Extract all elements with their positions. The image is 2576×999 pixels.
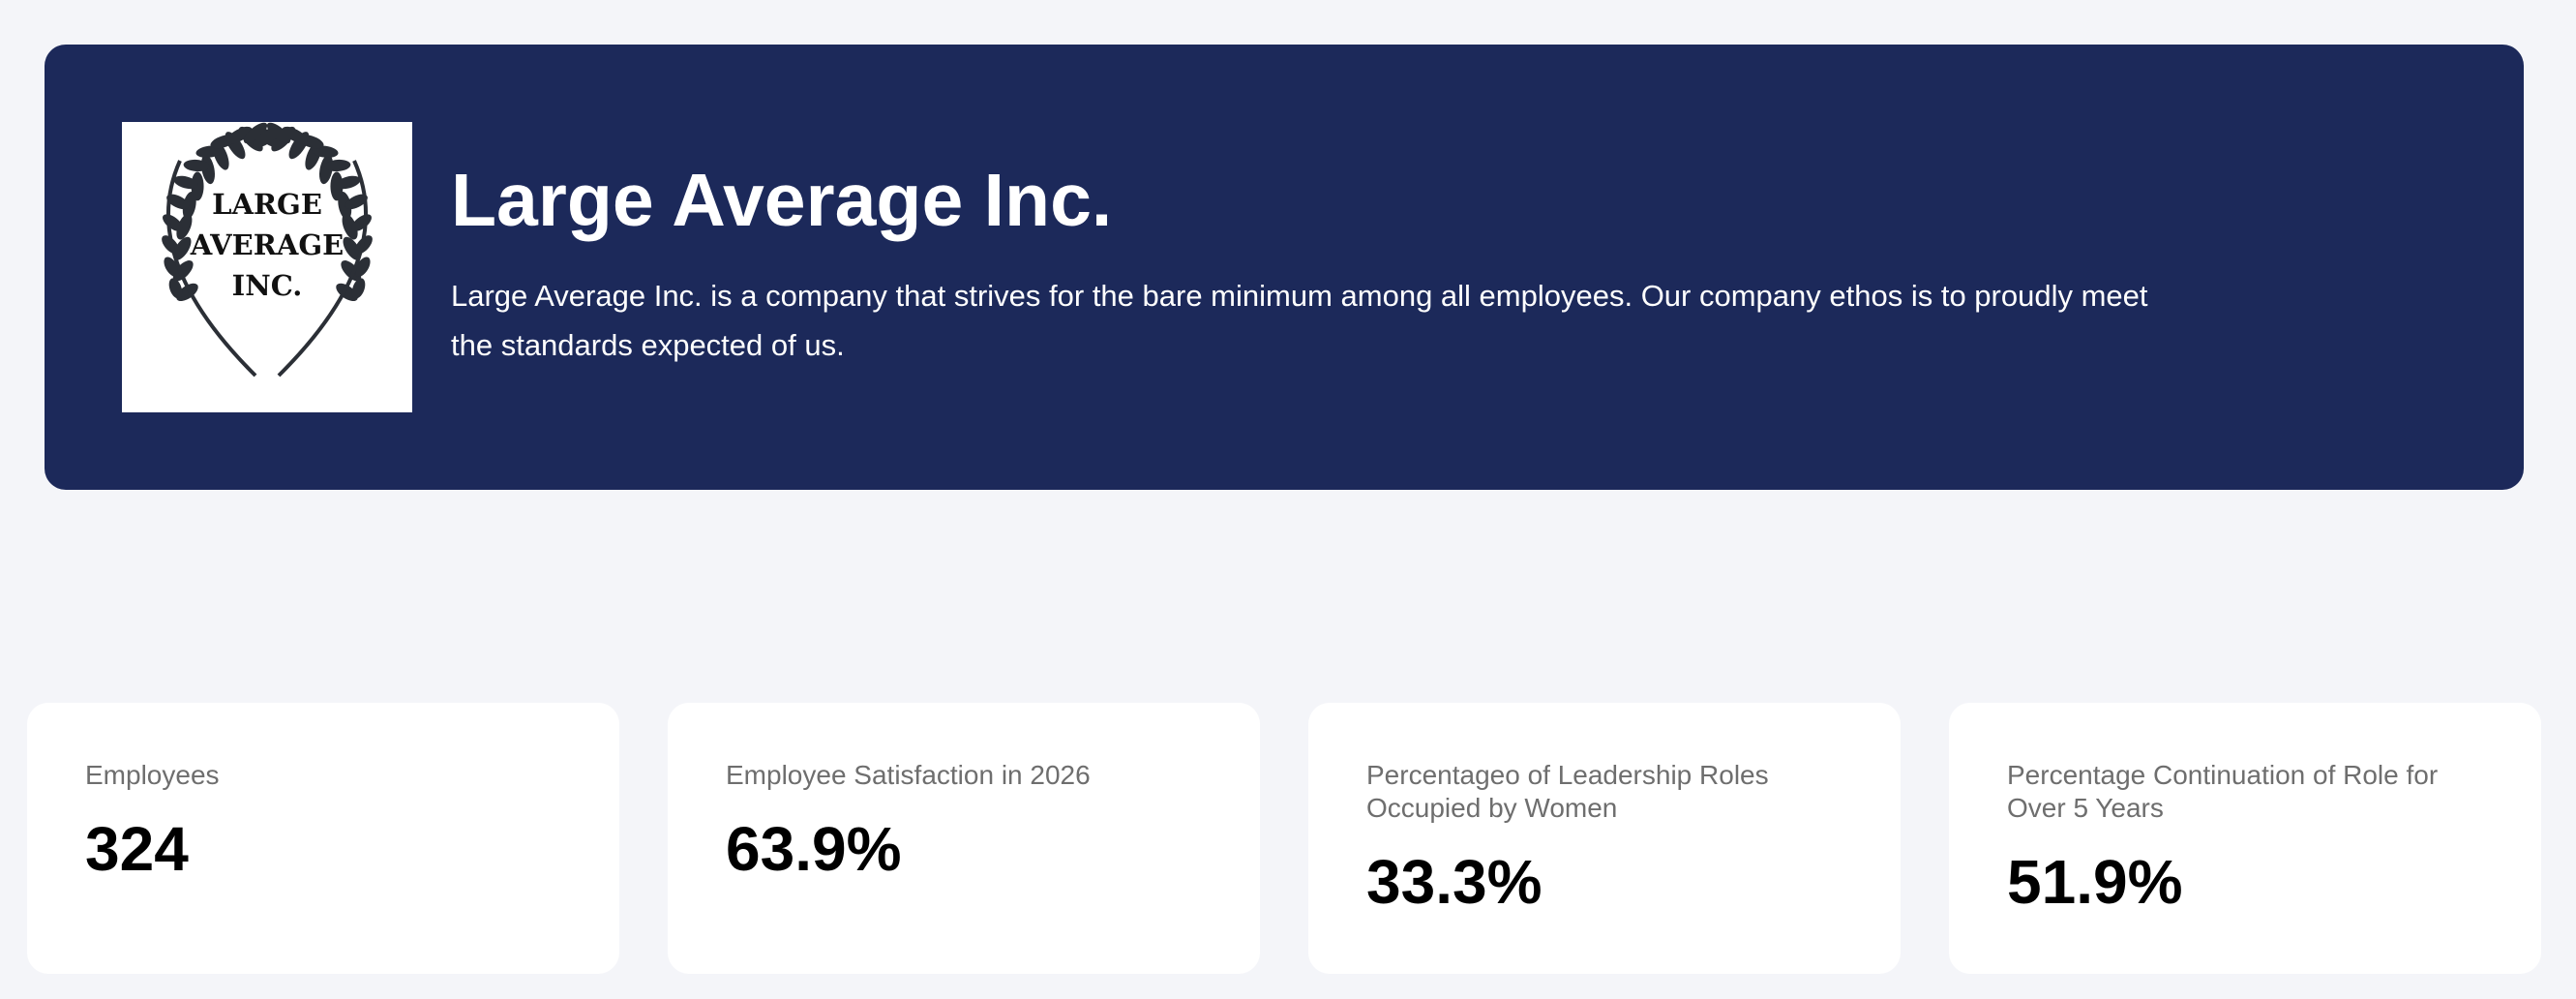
stat-card-employees: Employees 324 <box>27 703 619 974</box>
logo-text-line1: LARGE <box>212 188 322 221</box>
stat-label: Percentageo of Leadership Roles Occupied… <box>1366 760 1769 823</box>
logo-text-line3: INC. <box>232 269 303 302</box>
stat-label: Employees <box>85 760 220 790</box>
laurel-wreath-icon: LARGE AVERAGE INC. <box>162 122 373 378</box>
stat-card-role-continuation: Percentage Continuation of Role for Over… <box>1949 703 2541 974</box>
stat-card-satisfaction: Employee Satisfaction in 2026 63.9% <box>668 703 1260 974</box>
stat-label: Employee Satisfaction in 2026 <box>726 760 1091 790</box>
logo-text-line2: AVERAGE <box>190 228 344 261</box>
company-description: Large Average Inc. is a company that str… <box>451 279 2148 362</box>
stat-label: Percentage Continuation of Role for Over… <box>2007 760 2439 823</box>
stat-card-women-leadership: Percentageo of Leadership Roles Occupied… <box>1308 703 1901 974</box>
stat-value: 324 <box>85 814 189 884</box>
stat-value: 51.9% <box>2007 847 2183 917</box>
stat-value: 63.9% <box>726 814 902 884</box>
company-intro: Large Average Inc. Large Average Inc. is… <box>451 159 2154 370</box>
stat-value: 33.3% <box>1366 847 1543 917</box>
company-name: Large Average Inc. <box>451 159 1113 242</box>
company-header: LARGE AVERAGE INC. Large Average Inc. La… <box>45 45 2524 490</box>
company-logo: LARGE AVERAGE INC. <box>122 122 412 412</box>
